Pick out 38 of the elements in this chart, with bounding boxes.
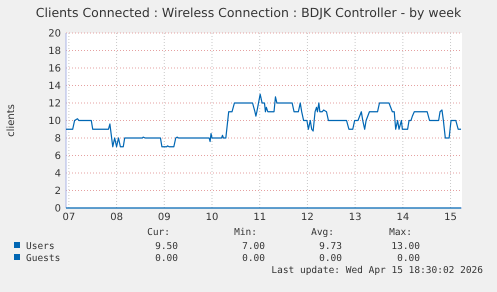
x-tick-label: 10 [206, 212, 218, 223]
text: 0.00 [319, 253, 342, 264]
y-tick-label: 14 [48, 81, 61, 92]
text: 0.00 [155, 253, 178, 264]
legend-label: Guests [26, 253, 60, 264]
y-tick-label: 4 [54, 168, 61, 180]
y-tick-label: 0 [54, 204, 61, 214]
y-tick-label: 20 [48, 28, 61, 40]
y-tick-label: 2 [54, 186, 61, 197]
text: 13.00 [391, 241, 420, 252]
chart-title: Clients Connected : Wireless Connection : BDJK Controller - by week [36, 5, 462, 20]
y-tick-label: 8 [54, 134, 61, 144]
y-tick-label: 12 [48, 98, 61, 110]
line-series [65, 94, 462, 148]
x-tick-label: 07 [62, 212, 76, 223]
text: 0.00 [397, 253, 420, 264]
y-tick-label: 6 [54, 151, 61, 162]
x-tick-label: 09 [158, 212, 171, 223]
text: Last update: Wed Apr 15 18:30:02 2026 [271, 265, 484, 276]
text: 9.50 [155, 241, 178, 252]
text: Avg: [311, 227, 334, 238]
x-tick-label: 12 [301, 212, 314, 223]
y-tick-label: 10 [48, 116, 61, 127]
y-axis-title: clients [6, 104, 17, 137]
text: Min: [234, 227, 257, 238]
x-tick-label: 15 [444, 212, 457, 223]
x-tick-label: 14 [396, 212, 410, 223]
text: Max: [389, 227, 412, 238]
text: 7.00 [242, 241, 266, 252]
y-tick-label: 16 [48, 64, 61, 74]
x-tick-label: 13 [348, 212, 362, 223]
y-tick-label: 18 [48, 46, 61, 57]
text: 9.73 [319, 241, 342, 252]
text: Cur: [147, 227, 170, 238]
text: 0.00 [242, 253, 266, 264]
x-tick-label: 11 [253, 212, 266, 223]
x-tick-label: 08 [110, 212, 123, 223]
legend-label: Users [26, 241, 55, 252]
